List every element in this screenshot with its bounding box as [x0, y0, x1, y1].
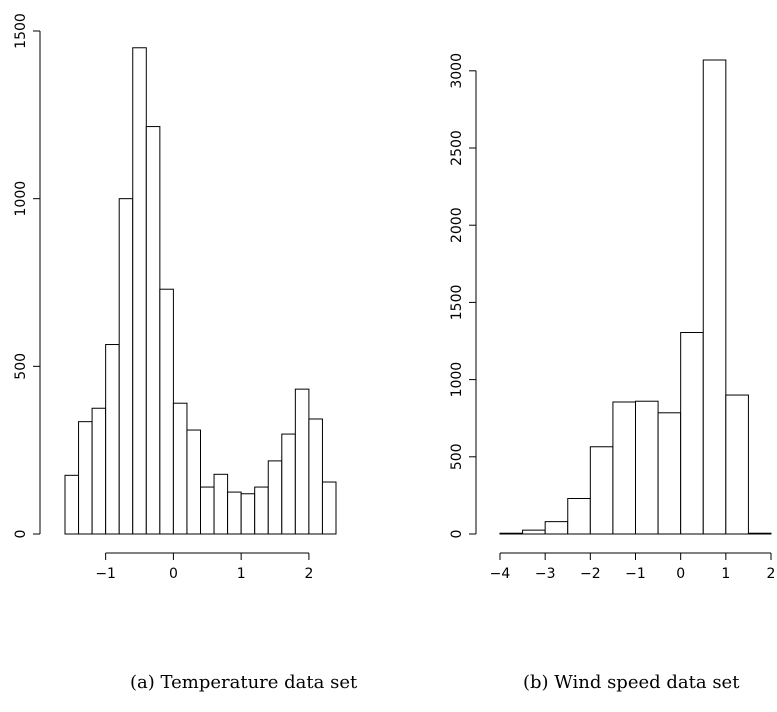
- wind-speed-x-tick-label: 0: [676, 566, 685, 582]
- temperature-bar-4: [118, 198, 134, 535]
- panel-wind-speed-histogram: 0 500 1000 1500 2000 2500 3000 −4 −3 −2 −1 0 1 2: [449, 53, 775, 582]
- wind-speed-y-tick-label: 500: [449, 443, 465, 470]
- temperature-bar-15: [267, 460, 283, 535]
- wind-speed-y-tick-label: 1500: [449, 285, 465, 321]
- temperature-y-tick-label: 0: [13, 530, 29, 539]
- temperature-bar-12: [227, 491, 242, 535]
- wind-speed-x-tick-label: 2: [767, 566, 776, 582]
- panel-temperature-histogram: 0 500 1000 1500 −1 0 1 2: [13, 13, 337, 582]
- wind-speed-y-tick-label: 2000: [449, 207, 465, 243]
- wind-speed-x-tick-label: −4: [490, 566, 511, 582]
- wind-speed-bar-8: [680, 332, 704, 535]
- temperature-y-tick-label: 1500: [13, 13, 29, 49]
- temperature-x-tick-label: −1: [95, 566, 116, 582]
- temperature-bar-17: [294, 388, 310, 535]
- temperature-y-tick-label: 500: [13, 353, 29, 380]
- wind-speed-x-tick-label: −1: [625, 566, 646, 582]
- temperature-bar-18: [308, 418, 323, 535]
- wind-speed-bar-10: [725, 394, 749, 535]
- temperature-bar-7: [159, 288, 174, 535]
- caption-temperature: (a) Temperature data set: [130, 672, 358, 693]
- wind-speed-bar-1: [522, 529, 546, 535]
- wind-speed-bar-2: [544, 521, 569, 535]
- temperature-x-tick-label: 2: [304, 566, 313, 582]
- wind-speed-y-tick-label: 1000: [449, 362, 465, 398]
- temperature-x-tick-label: 1: [237, 566, 246, 582]
- temperature-bar-16: [281, 433, 296, 535]
- temperature-bar-8: [172, 402, 188, 535]
- temperature-bar-6: [145, 126, 161, 535]
- temperature-bar-19: [321, 481, 337, 535]
- temperature-bar-11: [213, 473, 229, 535]
- wind-speed-bar-3: [567, 497, 591, 535]
- wind-speed-bar-0: [499, 532, 524, 535]
- wind-speed-x-tick-label: −3: [535, 566, 556, 582]
- wind-speed-x-tick-label: −2: [580, 566, 601, 582]
- temperature-bar-9: [186, 429, 201, 535]
- wind-speed-bar-11: [747, 532, 772, 535]
- temperature-bar-10: [200, 486, 215, 535]
- temperature-bar-14: [254, 486, 269, 535]
- temperature-bar-0: [64, 474, 80, 535]
- wind-speed-y-tick-label: 2500: [449, 130, 465, 166]
- wind-speed-bar-9: [702, 59, 727, 535]
- wind-speed-y-tick-label: 3000: [449, 53, 465, 89]
- temperature-bar-5: [132, 47, 147, 535]
- wind-speed-y-tick-label: 0: [449, 530, 465, 539]
- wind-speed-x-tick-label: 1: [721, 566, 730, 582]
- wind-speed-bar-4: [589, 446, 614, 535]
- caption-wind-speed: (b) Wind speed data set: [523, 672, 740, 693]
- wind-speed-bar-7: [657, 412, 682, 535]
- wind-speed-bar-5: [612, 401, 637, 535]
- temperature-x-tick-label: 0: [169, 566, 178, 582]
- temperature-bar-13: [240, 493, 256, 535]
- temperature-bar-1: [78, 421, 93, 535]
- wind-speed-bar-6: [635, 400, 659, 535]
- temperature-bar-2: [91, 407, 107, 535]
- temperature-bar-3: [105, 344, 120, 535]
- temperature-y-tick-label: 1000: [13, 181, 29, 217]
